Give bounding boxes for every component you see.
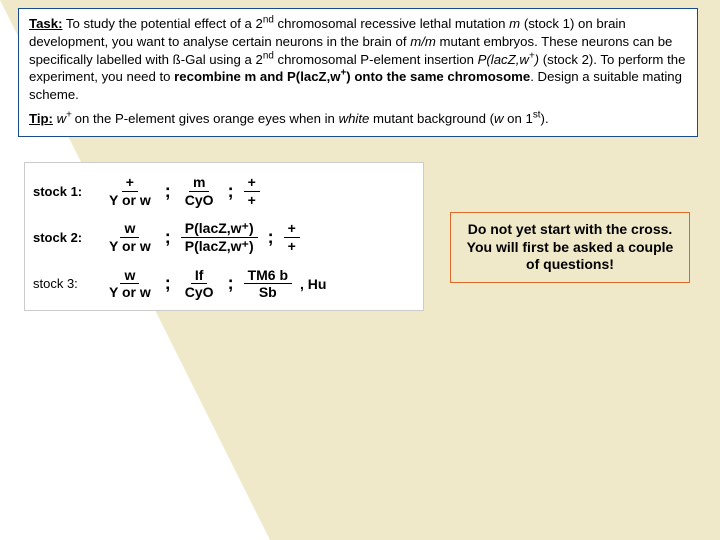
stock-3-label: stock 3: — [33, 276, 105, 291]
stock-1-genotype: +Y or w ; mCyO ; ++ — [105, 175, 260, 207]
callout-box: Do not yet start with the cross. You wil… — [450, 212, 690, 283]
stock-3-row: stock 3: wY or w ; IfCyO ; TM6 bSb , Hu — [33, 268, 415, 300]
stock-2-genotype: wY or w ; P(lacZ,w⁺)P(lacZ,w⁺) ; ++ — [105, 221, 300, 253]
stock-2-label: stock 2: — [33, 230, 105, 245]
stock-1-row: stock 1: +Y or w ; mCyO ; ++ — [33, 175, 415, 207]
callout-text: Do not yet start with the cross. You wil… — [467, 221, 674, 272]
stock-3-tail: , Hu — [300, 276, 326, 292]
stock-1-label: stock 1: — [33, 184, 105, 199]
task-label: Task: — [29, 16, 62, 31]
stock-2-row: stock 2: wY or w ; P(lacZ,w⁺)P(lacZ,w⁺) … — [33, 221, 415, 253]
tip-label: Tip: — [29, 111, 53, 126]
stocks-box: stock 1: +Y or w ; mCyO ; ++ stock 2: wY… — [24, 162, 424, 311]
tip-paragraph: Tip: w+ on the P-element gives orange ey… — [29, 110, 687, 128]
task-paragraph: Task: To study the potential effect of a… — [29, 15, 687, 104]
task-box: Task: To study the potential effect of a… — [18, 8, 698, 137]
stock-3-genotype: wY or w ; IfCyO ; TM6 bSb , Hu — [105, 268, 326, 300]
